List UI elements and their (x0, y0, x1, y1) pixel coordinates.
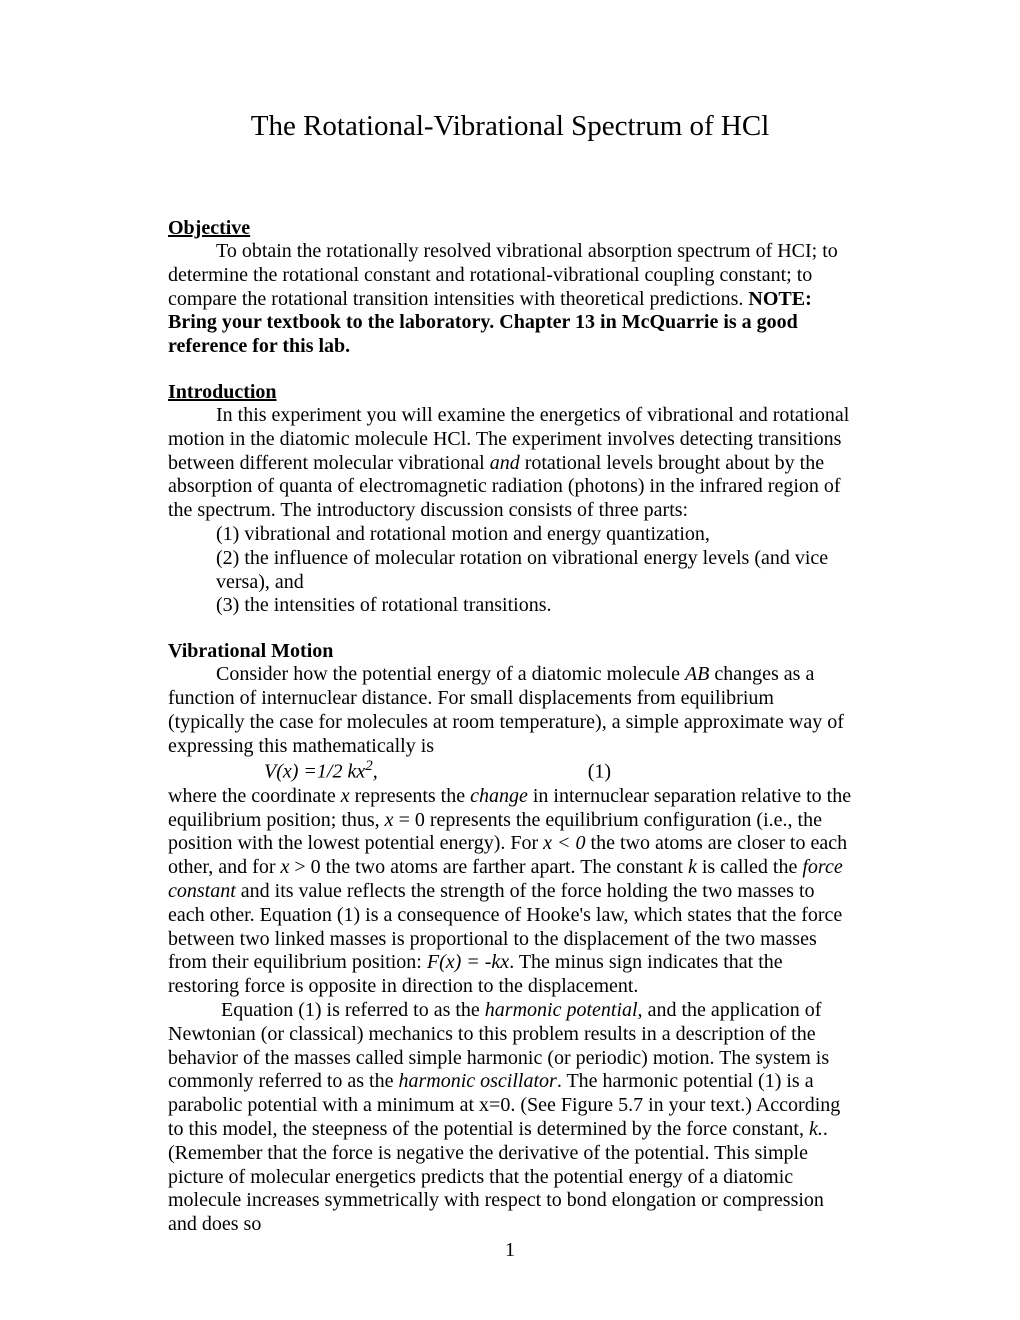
eq1-sup: 2 (365, 758, 373, 774)
eq1-text: V(x) =1/2 kx (264, 761, 365, 783)
introduction-section: Introduction In this experiment you will… (168, 381, 852, 618)
vib-p2-t6: > 0 the two atoms are farther apart. The… (289, 856, 688, 878)
intro-and: and (490, 452, 520, 474)
vibrational-p2: where the coordinate x represents the ch… (168, 785, 852, 999)
vib-p2-i6: k (688, 856, 697, 878)
eq1-number: (1) (588, 761, 611, 783)
intro-list-3: (3) the intensities of rotational transi… (216, 594, 852, 618)
objective-paragraph: To obtain the rotationally resolved vibr… (168, 240, 852, 359)
objective-section: Objective To obtain the rotationally res… (168, 217, 852, 359)
vib-p2-t1: where the coordinate (168, 785, 341, 807)
vib-p3-i1: harmonic potential, (485, 999, 643, 1021)
vibrational-p1: Consider how the potential energy of a d… (168, 663, 852, 758)
vib-p2-i8: F(x) = -kx (427, 951, 509, 973)
intro-list-1: (1) vibrational and rotational motion an… (216, 523, 852, 547)
vib-p1-t1: Consider how the potential energy of a d… (216, 663, 685, 685)
intro-list-2: (2) the influence of molecular rotation … (216, 547, 852, 595)
vib-p2-i4: x < 0 (543, 832, 585, 854)
objective-text: To obtain the rotationally resolved vibr… (168, 240, 838, 310)
eq1-comma: , (373, 761, 378, 783)
vibrational-p3: Equation (1) is referred to as the harmo… (168, 999, 852, 1237)
objective-heading: Objective (168, 217, 852, 240)
introduction-heading: Introduction (168, 381, 852, 404)
vibrational-section: Vibrational Motion Consider how the pote… (168, 640, 852, 1237)
vib-p2-i3: x (385, 809, 394, 831)
page-title: The Rotational-Vibrational Spectrum of H… (168, 110, 852, 143)
vib-p1-ab: AB (685, 663, 709, 685)
vib-p2-i1: x (341, 785, 350, 807)
vib-p2-i2: change (470, 785, 528, 807)
introduction-paragraph: In this experiment you will examine the … (168, 404, 852, 523)
vib-p3-i2: harmonic oscillator (398, 1070, 556, 1092)
vib-p3-i3: k. (809, 1118, 823, 1140)
vibrational-heading: Vibrational Motion (168, 640, 852, 663)
vib-p2-t7: is called the (697, 856, 803, 878)
vib-p3-t1: Equation (1) is referred to as the (216, 999, 485, 1021)
vib-p2-t2: represents the (350, 785, 471, 807)
equation-1: V(x) =1/2 kx2, (1) (264, 758, 852, 784)
page-number: 1 (0, 1239, 1020, 1262)
